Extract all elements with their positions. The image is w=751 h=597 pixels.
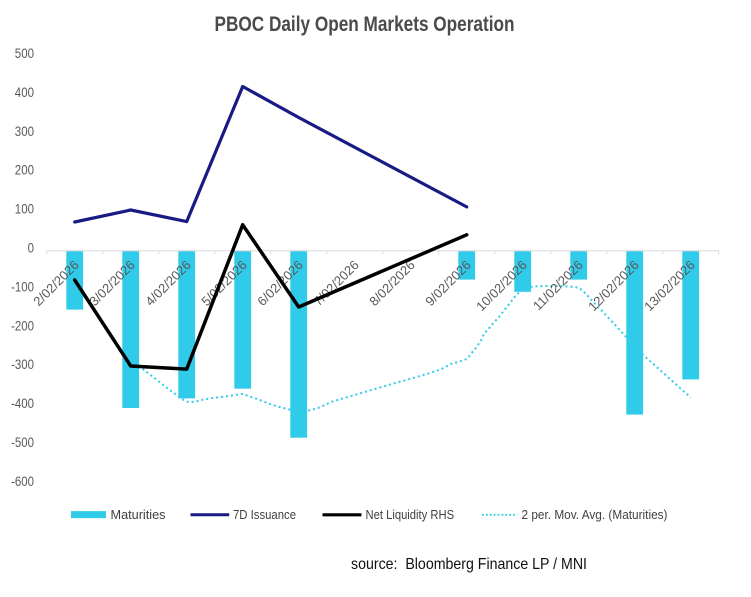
svg-text:-500: -500: [11, 435, 34, 450]
svg-text:0: 0: [28, 241, 34, 256]
svg-text:7D Issuance: 7D Issuance: [233, 507, 296, 522]
svg-text:-100: -100: [11, 279, 34, 294]
svg-text:-400: -400: [11, 396, 34, 411]
svg-text:200: 200: [15, 163, 34, 178]
svg-text:300: 300: [15, 124, 34, 139]
svg-text:source: Bloomberg Finance LP: source: Bloomberg Finance LP / MNI: [351, 556, 587, 573]
svg-text:Maturities: Maturities: [111, 507, 166, 522]
svg-text:-300: -300: [11, 357, 34, 372]
svg-text:-200: -200: [11, 318, 34, 333]
svg-text:2 per. Mov. Avg. (Maturities): 2 per. Mov. Avg. (Maturities): [522, 507, 668, 522]
svg-text:400: 400: [15, 85, 34, 100]
svg-text:PBOC Daily Open Markets Operat: PBOC Daily Open Markets Operation: [215, 13, 515, 36]
svg-text:500: 500: [15, 46, 34, 61]
svg-text:100: 100: [15, 202, 34, 217]
svg-text:-600: -600: [11, 474, 34, 489]
svg-text:Net Liquidity RHS: Net Liquidity RHS: [366, 507, 455, 522]
